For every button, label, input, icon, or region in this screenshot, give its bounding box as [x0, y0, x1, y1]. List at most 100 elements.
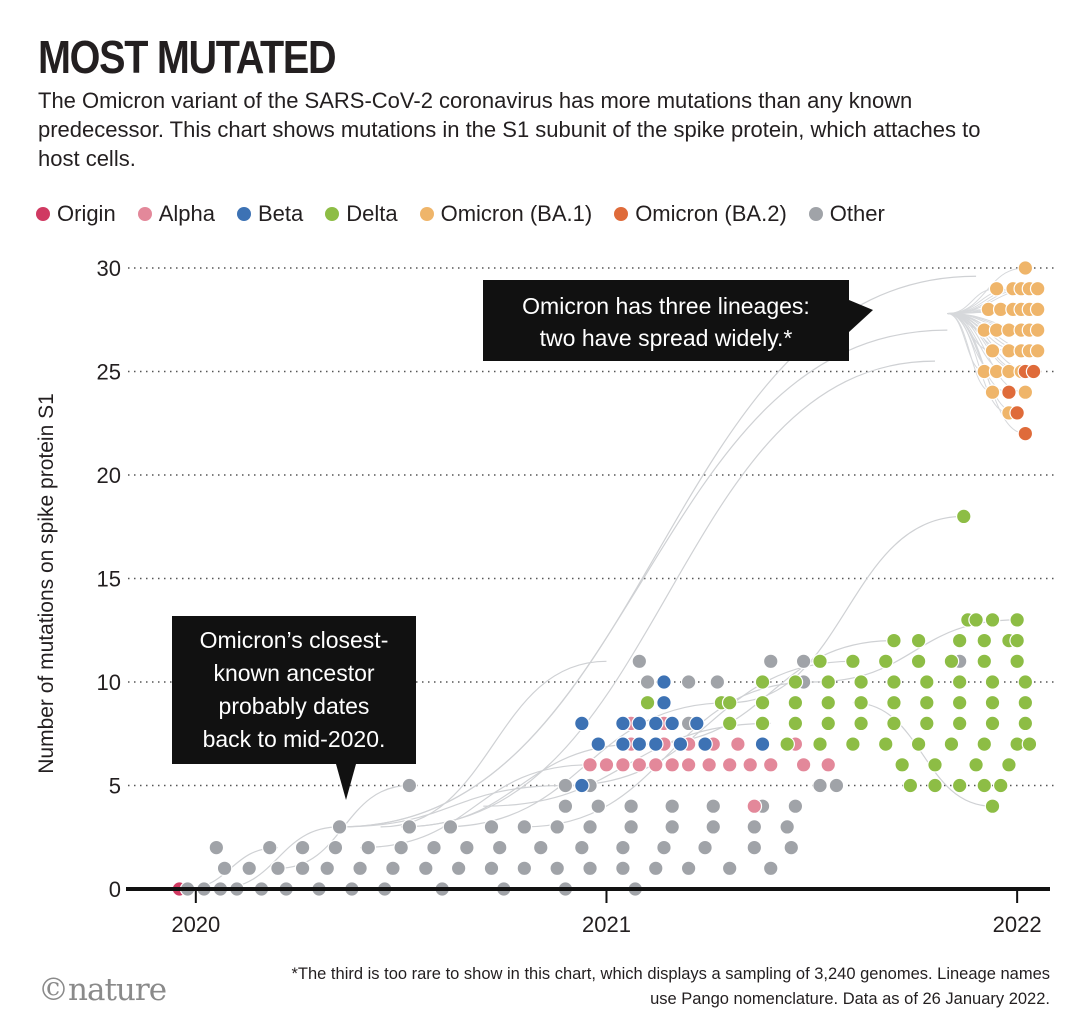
legend-item-beta: Beta [236, 201, 304, 227]
callout-omicron-lineages-pointer [849, 300, 873, 332]
x-tick-label: 2022 [993, 912, 1042, 937]
lineage-curve [401, 743, 640, 828]
point-other [270, 860, 286, 877]
point-delta [886, 694, 902, 711]
point-omicron-ba-2 [1017, 425, 1034, 442]
y-tick-label: 10 [97, 670, 121, 695]
point-delta [820, 674, 837, 690]
point-omicron-ba-2 [1025, 363, 1042, 380]
point-delta [877, 653, 894, 670]
point-delta [754, 715, 771, 732]
point-beta [647, 736, 664, 752]
legend-item-alpha: Alpha [137, 201, 215, 227]
point-alpha [762, 756, 779, 773]
point-omicron-ba-1 [1029, 301, 1046, 318]
point-delta [951, 674, 968, 690]
point-delta [886, 715, 902, 732]
legend-item-delta: Delta [325, 201, 398, 227]
legend-dot-delta [325, 207, 340, 221]
point-delta [845, 653, 861, 670]
point-delta [845, 736, 861, 752]
point-other [401, 819, 418, 835]
lineage-curve [852, 702, 993, 807]
point-delta [853, 674, 869, 690]
point-delta [976, 653, 993, 670]
point-delta [910, 736, 927, 752]
point-alpha [795, 756, 812, 773]
point-other [828, 777, 845, 794]
point-other [385, 860, 401, 877]
point-delta [918, 674, 935, 690]
point-other [623, 798, 639, 814]
point-delta [820, 694, 837, 711]
lineage-curve [339, 784, 566, 828]
point-delta [779, 736, 795, 752]
point-delta [927, 777, 943, 794]
point-other [812, 777, 828, 794]
point-delta [1017, 674, 1034, 690]
point-omicron-ba-1 [988, 280, 1005, 297]
point-delta [951, 715, 968, 732]
point-other [623, 819, 639, 835]
point-beta [754, 736, 771, 752]
point-delta [951, 694, 968, 711]
point-delta [902, 777, 919, 794]
legend-label-delta: Delta [346, 201, 398, 226]
point-other [549, 819, 565, 835]
lineage-curve [811, 619, 1018, 683]
nature-logo: ©nature [38, 972, 167, 1008]
point-other [582, 819, 598, 835]
point-delta [820, 715, 837, 732]
lineage-curve [729, 515, 964, 704]
point-other [709, 674, 726, 690]
legend-label-origin: Origin [57, 201, 116, 226]
legend-label-beta: Beta [257, 201, 304, 226]
x-tick-label: 2021 [582, 912, 631, 937]
point-delta [787, 715, 804, 732]
y-tick-label: 0 [109, 877, 121, 902]
point-delta [984, 612, 1001, 628]
point-delta [984, 715, 1001, 732]
point-other [327, 839, 344, 856]
point-delta [968, 612, 984, 628]
point-delta [886, 674, 902, 690]
legend-label-omicron-ba1: Omicron (BA.1) [440, 201, 593, 226]
legend-dot-alpha [137, 207, 152, 221]
point-delta [1021, 736, 1038, 752]
point-beta [574, 715, 590, 732]
point-other [294, 860, 311, 877]
point-delta [1009, 612, 1025, 628]
point-other [664, 798, 680, 814]
legend-label-omicron-ba2: Omicron (BA.2) [635, 201, 787, 226]
y-tick-label: 20 [97, 463, 121, 488]
point-alpha [730, 736, 746, 752]
legend-label-other: Other [829, 201, 885, 226]
callout-omicron-lineages-line: two have spread widely.* [540, 325, 793, 351]
chart-subtitle: The Omicron variant of the SARS-CoV-2 co… [38, 88, 981, 171]
point-delta [927, 756, 943, 773]
point-other [294, 839, 311, 856]
point-delta [787, 694, 804, 711]
point-alpha [701, 756, 717, 773]
point-beta [615, 736, 631, 752]
point-alpha [746, 798, 763, 814]
point-beta [697, 736, 713, 752]
point-delta [639, 694, 656, 711]
y-tick-label: 30 [97, 256, 121, 281]
point-other [664, 819, 680, 835]
point-other [532, 839, 549, 856]
lineage-curve [401, 360, 936, 828]
point-other [762, 653, 779, 670]
point-delta [943, 653, 960, 670]
point-delta [955, 508, 972, 525]
point-other [442, 819, 459, 835]
point-other [261, 839, 278, 856]
point-other [352, 860, 368, 877]
point-delta [754, 694, 771, 711]
point-omicron-ba-1 [984, 342, 1001, 359]
point-other [697, 839, 713, 856]
callout-closest-ancestor-line: probably dates [219, 693, 370, 719]
point-omicron-ba-1 [984, 384, 1001, 400]
point-beta [574, 777, 590, 794]
point-other [417, 860, 434, 877]
